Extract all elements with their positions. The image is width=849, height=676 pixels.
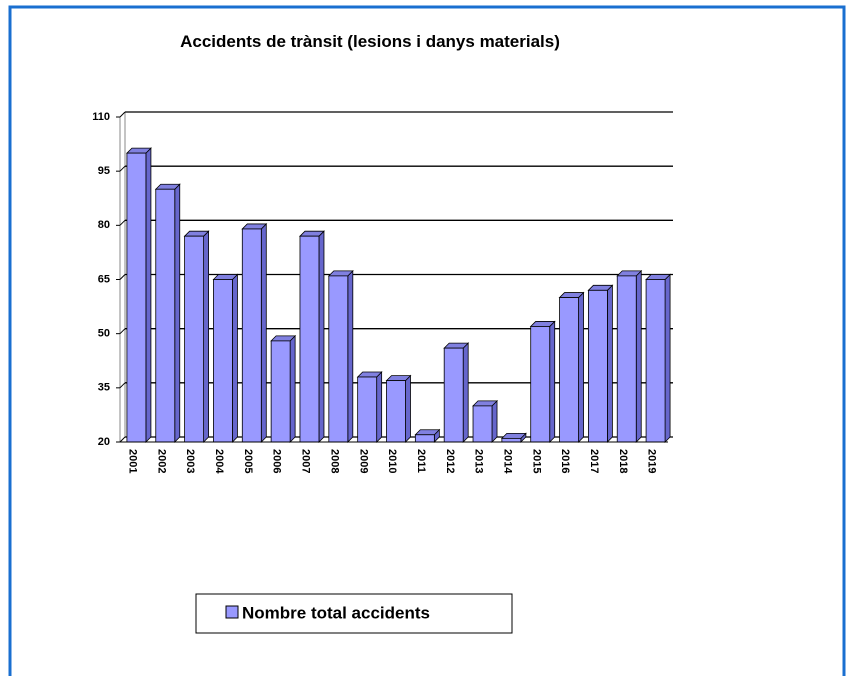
bar <box>501 437 522 443</box>
bar <box>299 235 320 443</box>
y-tick-label: 20 <box>98 436 110 448</box>
grid-side <box>119 436 126 443</box>
grid-side <box>119 382 126 389</box>
bar-side <box>606 284 613 443</box>
bar <box>241 228 262 443</box>
x-tick-label: 2006 <box>271 449 283 473</box>
bar <box>270 340 291 443</box>
bar <box>616 275 637 443</box>
bar <box>443 347 464 443</box>
bar <box>386 380 406 443</box>
chart-title: Accidents de trànsit (lesions i danys ma… <box>180 32 560 51</box>
legend <box>195 593 513 634</box>
x-tick-label: 2019 <box>646 449 658 473</box>
x-tick-label: 2005 <box>242 449 254 473</box>
x-tick-label: 2004 <box>213 449 225 474</box>
bar-side <box>260 222 267 443</box>
legend-swatch <box>225 605 239 619</box>
bar <box>530 326 551 443</box>
x-tick-label: 2017 <box>588 449 600 473</box>
grid-side <box>119 328 126 335</box>
grid-side <box>119 219 126 226</box>
bar-side <box>405 374 411 443</box>
bar <box>414 434 435 443</box>
bar <box>645 279 666 443</box>
bar-side <box>376 371 383 443</box>
y-tick-label: 35 <box>98 382 110 394</box>
x-tick-label: 2002 <box>155 449 167 473</box>
y-tick-label: 95 <box>98 165 110 177</box>
x-tick-label: 2012 <box>444 449 456 473</box>
bar-side <box>174 183 181 443</box>
bar-side <box>578 291 584 443</box>
x-tick-label: 2015 <box>530 449 542 473</box>
bar <box>126 152 147 443</box>
bar <box>213 279 233 443</box>
bar-side <box>318 230 325 443</box>
y-tick-label: 50 <box>98 328 110 340</box>
bar-side <box>289 334 296 443</box>
x-tick-label: 2009 <box>357 449 369 473</box>
x-tick-label: 2003 <box>184 449 196 473</box>
bar <box>587 289 608 443</box>
bar-side <box>462 342 469 443</box>
x-tick-label: 2008 <box>328 449 340 473</box>
bar <box>328 275 349 443</box>
legend-label: Nombre total accidents <box>242 603 430 622</box>
bar-side <box>491 399 498 443</box>
x-tick-label: 2013 <box>473 449 485 473</box>
bar <box>184 235 205 443</box>
bar-side <box>347 269 354 443</box>
bar-side <box>664 273 671 443</box>
x-tick-label: 2014 <box>501 449 513 474</box>
bar <box>559 297 579 443</box>
x-tick-label: 2018 <box>617 449 629 473</box>
bar-side <box>635 269 642 443</box>
bar <box>155 188 176 443</box>
x-tick-label: 2010 <box>386 449 398 473</box>
bar-side <box>203 230 210 443</box>
grid-side <box>119 274 126 280</box>
bar <box>472 405 493 443</box>
frame <box>8 5 846 676</box>
y-tick-label: 110 <box>92 111 110 123</box>
x-tick-label: 2007 <box>300 449 312 473</box>
grid-side <box>119 165 126 172</box>
bar-side <box>549 320 556 443</box>
x-tick-label: 2001 <box>127 449 139 473</box>
y-tick-label: 80 <box>98 219 110 231</box>
bar <box>357 376 378 443</box>
bar-side <box>232 273 238 443</box>
x-tick-label: 2011 <box>415 449 427 473</box>
bar-side <box>145 147 152 443</box>
y-tick-label: 65 <box>98 273 110 285</box>
x-tick-label: 2016 <box>559 449 571 473</box>
grid-side <box>119 111 126 118</box>
